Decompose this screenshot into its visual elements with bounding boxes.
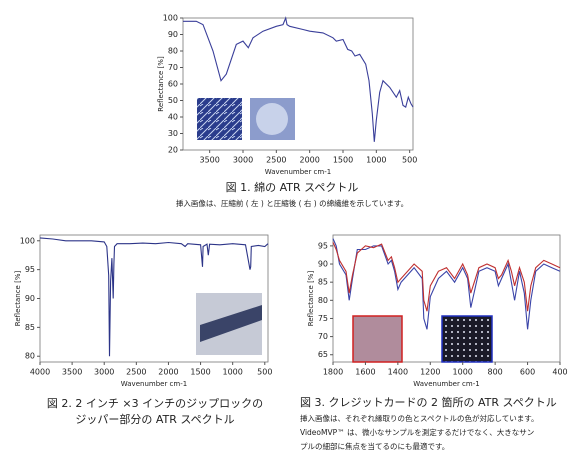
y-tick-label: 70 (168, 63, 178, 72)
y-tick-label: 95 (25, 265, 35, 274)
spectrum-line (332, 242, 561, 312)
x-tick-label: 400 (552, 368, 567, 377)
inset-image (441, 315, 493, 363)
y-tick-label: 30 (168, 129, 178, 138)
y-tick-label: 100 (20, 236, 35, 245)
x-tick-label: 2000 (299, 156, 319, 165)
x-tick-label: 3000 (94, 368, 114, 377)
x-tick-label: 1000 (222, 368, 242, 377)
y-axis-label: Reflectance [%] (14, 271, 22, 327)
inset-image (256, 103, 288, 135)
x-tick-label: 2500 (266, 156, 286, 165)
x-tick-label: 2500 (126, 368, 146, 377)
y-tick-label: 85 (318, 278, 328, 287)
y-tick-label: 85 (25, 323, 35, 332)
inset-image (200, 305, 262, 342)
y-tick-label: 100 (163, 14, 178, 23)
figure-caption: ジッパー部分の ATR スペクトル (75, 412, 234, 426)
y-tick-label: 40 (168, 113, 178, 122)
x-axis-label: Wavenumber cm-1 (265, 168, 331, 176)
figure-note: VideoMVP™ は、微小なサンプルを測定するだけでなく、大きなサン (300, 427, 534, 437)
x-axis-label: Wavenumber cm-1 (121, 380, 187, 388)
x-tick-label: 500 (257, 368, 272, 377)
figure-note: 挿入画像は、圧縮前 ( 左 ) と圧縮後 ( 右 ) の綿繊維を示しています。 (176, 198, 408, 208)
y-tick-label: 65 (318, 350, 328, 359)
figure-caption: 図 3. クレジットカードの 2 箇所の ATR スペクトル (300, 395, 557, 409)
spectrum-line (183, 16, 414, 142)
y-tick-label: 80 (25, 352, 35, 361)
x-tick-label: 1000 (366, 156, 386, 165)
x-tick-label: 1500 (333, 156, 353, 165)
figure-note: 挿入画像は、それぞれ縁取りの色とスペクトルの色が対応しています。 (300, 413, 539, 423)
x-tick-label: 1000 (453, 368, 473, 377)
y-tick-label: 80 (318, 296, 328, 305)
inset-image (197, 98, 242, 140)
y-tick-label: 80 (168, 47, 178, 56)
y-tick-label: 50 (168, 96, 178, 105)
x-tick-label: 1200 (420, 368, 440, 377)
x-tick-label: 3500 (199, 156, 219, 165)
x-tick-label: 1400 (388, 368, 408, 377)
y-axis-label: Reflectance [%] (157, 56, 165, 112)
x-tick-label: 3500 (62, 368, 82, 377)
y-tick-label: 90 (25, 294, 35, 303)
y-tick-label: 70 (318, 332, 328, 341)
x-axis-label: Wavenumber cm-1 (413, 380, 479, 388)
x-tick-label: 4000 (30, 368, 50, 377)
x-tick-label: 600 (520, 368, 535, 377)
x-tick-label: 1800 (323, 368, 343, 377)
x-tick-label: 500 (402, 156, 417, 165)
y-tick-label: 90 (168, 30, 178, 39)
spectrum-line (332, 238, 561, 330)
spectrum-line (39, 237, 269, 357)
figure-note: プルの細部に焦点を当てるのにも最適です。 (300, 441, 449, 451)
inset-image (352, 315, 403, 363)
figure-caption: 図 2. 2 インチ ×3 インチのジップロックの (47, 397, 263, 410)
y-tick-label: 95 (318, 241, 328, 250)
x-tick-label: 3000 (233, 156, 253, 165)
x-tick-label: 800 (488, 368, 503, 377)
x-tick-label: 2000 (158, 368, 178, 377)
y-tick-label: 90 (318, 260, 328, 269)
x-tick-label: 1500 (190, 368, 210, 377)
x-tick-label: 1600 (355, 368, 375, 377)
y-axis-label: Reflectance [%] (307, 271, 315, 327)
y-tick-label: 20 (168, 146, 178, 155)
y-tick-label: 75 (318, 314, 328, 323)
y-tick-label: 60 (168, 80, 178, 89)
figure-caption: 図 1. 綿の ATR スペクトル (226, 180, 359, 194)
